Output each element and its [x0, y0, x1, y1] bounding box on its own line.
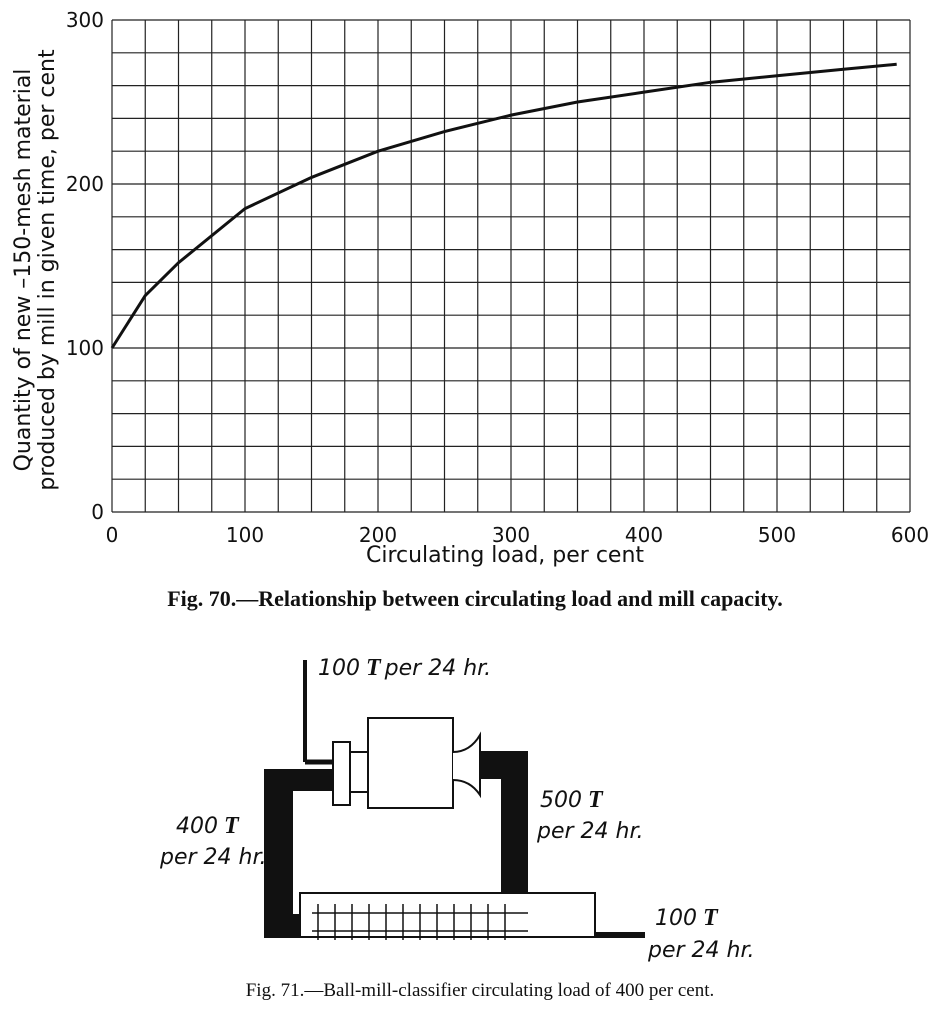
x-tick-label: 200 — [359, 523, 397, 547]
discharge-band — [479, 751, 528, 901]
figure-caption: Fig. 70.—Relationship between circulatin… — [167, 586, 783, 611]
x-tick-label: 0 — [106, 523, 119, 547]
y-tick-label: 100 — [66, 336, 104, 360]
data-line — [110, 62, 897, 349]
trunnion — [452, 731, 481, 799]
figure-caption: Fig. 71.—Ball-mill-classifier circulatin… — [246, 980, 715, 1001]
flow-label: per 24 hr. — [159, 845, 267, 870]
flow-label: per 24 hr. — [647, 938, 755, 963]
y-tick-label: 200 — [66, 172, 104, 196]
x-tick-label: 100 — [226, 523, 264, 547]
flow-label: 500 T — [540, 787, 604, 813]
classifier — [299, 892, 596, 938]
mill — [367, 717, 454, 809]
diagram — [264, 660, 645, 940]
x-tick-label: 500 — [758, 523, 796, 547]
x-tick-label: 300 — [492, 523, 530, 547]
flow-label: per 24 hr. — [536, 819, 644, 844]
y-axis-label: Quantity of new –150-mesh material — [11, 69, 36, 472]
flow-label: 100 T — [655, 905, 719, 931]
feeder — [332, 741, 351, 806]
flow-label: 400 T — [176, 813, 240, 839]
y-axis-label: produced by mill in given time, per cent — [35, 49, 60, 491]
y-tick-label: 300 — [66, 8, 104, 32]
x-tick-label: 400 — [625, 523, 663, 547]
rakes — [312, 904, 528, 940]
feeder — [349, 751, 369, 793]
chart: 0 100 200 300 400 500 600 0 100 200 300 — [66, 8, 929, 547]
x-tick-label: 600 — [891, 523, 929, 547]
y-tick-label: 0 — [91, 500, 104, 524]
x-axis-label: Circulating load, per cent — [366, 543, 644, 568]
